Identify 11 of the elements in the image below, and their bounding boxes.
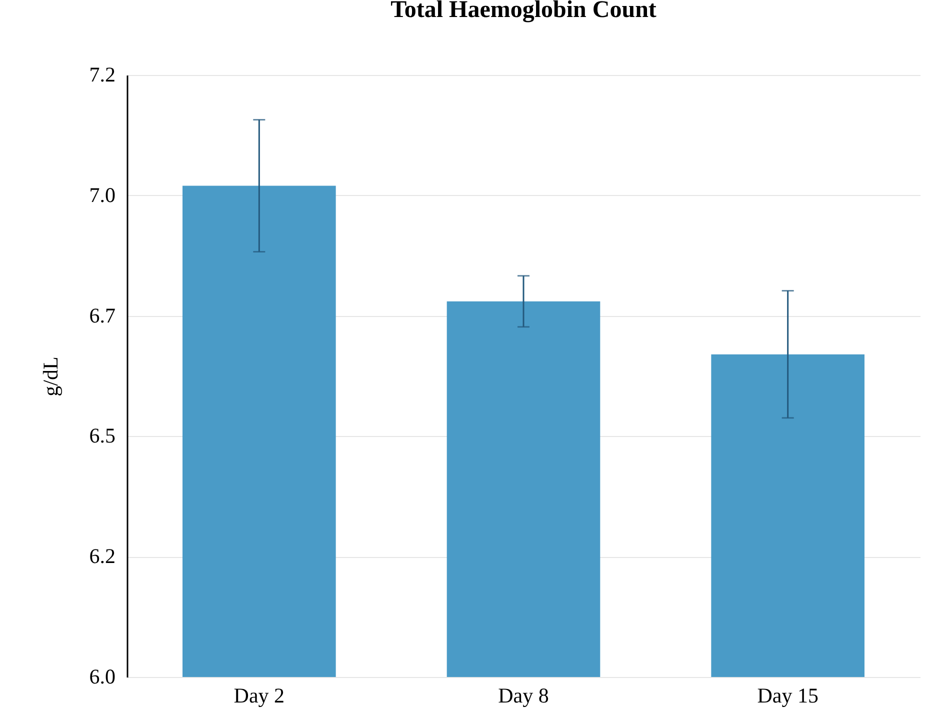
x-tick-label: Day 15	[757, 684, 818, 708]
y-tick-label: 6.5	[89, 424, 116, 448]
y-tick-label: 7.2	[89, 62, 116, 86]
y-tick-label: 7.0	[89, 182, 116, 207]
x-tick-label: Day 8	[498, 684, 549, 708]
y-tick-label: 6.0	[89, 664, 116, 688]
y-axis-title: g/dL	[38, 356, 62, 396]
x-tick-label: Day 2	[234, 684, 285, 708]
chart-title: Total Haemoglobin Count	[390, 0, 656, 23]
y-tick-label: 6.2	[89, 544, 116, 568]
y-tick-label: 6.7	[89, 303, 116, 328]
